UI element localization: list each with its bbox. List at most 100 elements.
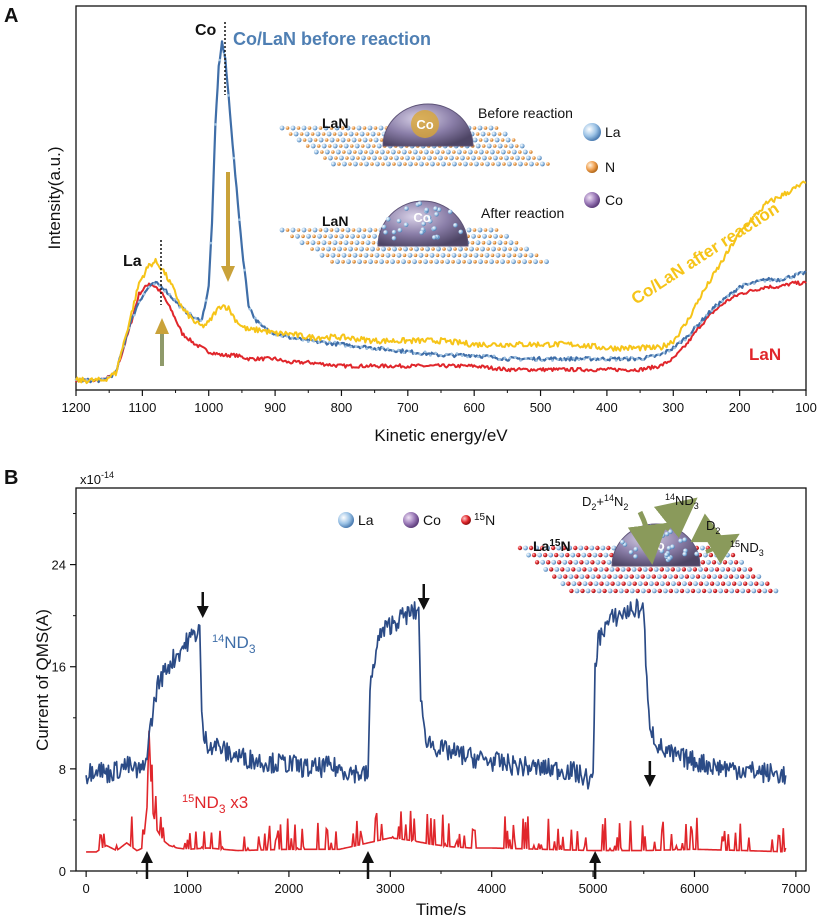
slab-atom — [670, 567, 675, 572]
plot-a-before-point — [460, 354, 464, 357]
slab-atom — [489, 259, 494, 265]
lan-label-bottom: LaN — [322, 213, 348, 229]
slab-atom — [447, 162, 451, 166]
slab-atom — [341, 259, 345, 264]
slab-atom — [491, 246, 496, 252]
slab-atom — [560, 581, 566, 587]
slab-atom — [431, 247, 435, 251]
slab-atom — [643, 581, 648, 586]
panel-b-label: B — [4, 467, 18, 489]
slab-atom — [373, 137, 379, 143]
slab-atom — [472, 126, 477, 130]
slab-atom — [423, 149, 429, 155]
slab-atom — [365, 143, 371, 149]
plot-a-before-point — [737, 287, 740, 290]
plot-a-before-point — [322, 340, 326, 344]
slab-atom — [682, 581, 687, 587]
plot-b-xtick-label: 6000 — [680, 881, 709, 896]
slab-atom — [329, 137, 335, 143]
plot-b-multiplier-exp: -14 — [101, 470, 114, 480]
slab-atom — [434, 259, 439, 265]
slab-atom — [420, 247, 424, 251]
slab-atom — [601, 574, 607, 579]
slab-atom — [412, 259, 417, 265]
slab-atom — [537, 155, 542, 161]
reactant-label: D2+14N2 — [582, 493, 628, 512]
before-series-label: Co/LaN before reaction — [233, 29, 431, 49]
slab-atom — [615, 581, 621, 587]
slab-atom — [483, 126, 488, 130]
slab-atom — [596, 574, 601, 579]
slab-atom — [316, 240, 321, 245]
dome-atom — [381, 224, 387, 230]
slab-atom — [663, 588, 668, 594]
plot-a-before-point — [328, 340, 331, 344]
down-arrow-head — [196, 606, 209, 618]
slab-atom — [323, 227, 329, 233]
slab-atom — [471, 233, 476, 239]
slab-atom — [480, 246, 485, 252]
slab-atom — [582, 567, 587, 572]
plot-a-before-point — [784, 276, 788, 279]
slab-atom — [483, 228, 488, 232]
after-series-label: Co/LaN after reaction — [628, 199, 783, 309]
slab-atom — [369, 253, 374, 258]
slab-atom — [634, 574, 640, 579]
reactant-n-pre: 14 — [604, 493, 614, 503]
slab-atom — [684, 574, 690, 579]
plot-a-before-point — [567, 356, 570, 359]
slab-atom — [379, 149, 385, 155]
slab-atom — [481, 240, 486, 245]
slab-atom — [522, 259, 527, 265]
plot-a-before-point — [487, 354, 491, 358]
slab-atom — [373, 228, 378, 232]
slab-atom — [596, 588, 602, 594]
slab-atom — [574, 574, 579, 579]
plot-a-before-point — [530, 356, 533, 360]
slab-atom — [734, 574, 740, 579]
slab-atom — [503, 144, 508, 148]
plot-a-before-point — [307, 340, 310, 344]
slab-atom — [332, 132, 337, 136]
dome-atom — [417, 201, 423, 206]
legend-co-label: Co — [605, 192, 623, 208]
slab-atom — [582, 581, 588, 587]
slab-atom — [424, 253, 429, 258]
slab-atom — [524, 246, 529, 252]
dome-atom — [427, 219, 433, 224]
slab-atom — [590, 560, 595, 565]
slab-atom — [521, 156, 525, 160]
dome-atom — [628, 550, 634, 555]
plot-a-before-point — [758, 279, 761, 282]
slab-atom — [615, 567, 620, 572]
slab-atom — [508, 240, 514, 246]
plot-a-xtick-label: 200 — [729, 400, 751, 415]
plot-a-before-point — [407, 349, 411, 353]
slab-atom — [374, 259, 378, 264]
plot-a-before-point — [354, 345, 358, 348]
slab-atom — [757, 588, 762, 594]
plot-a-before-point — [630, 356, 634, 359]
slab-atom — [548, 552, 554, 558]
plot-a-before-point — [747, 282, 751, 286]
dome-atom — [664, 552, 669, 558]
plot-b-frame — [75, 487, 807, 872]
plot-b-xtick-label: 7000 — [781, 881, 810, 896]
slab-atom — [321, 240, 327, 246]
slab-atom — [296, 137, 302, 143]
slab-atom — [341, 252, 347, 258]
slab-atom — [730, 552, 736, 558]
slab-atom — [618, 574, 623, 579]
slab-atom — [340, 228, 345, 232]
co-label-top: Co — [416, 117, 433, 132]
plot-a-before-point — [238, 218, 241, 221]
legend-b-n-main: N — [485, 512, 495, 528]
slab-atom — [698, 567, 703, 572]
legend-la-label: La — [605, 124, 621, 140]
slab-atom — [408, 150, 412, 154]
slab-atom — [376, 132, 381, 136]
slab-atom — [313, 149, 319, 155]
slab-atom — [511, 138, 516, 142]
dome-atom — [433, 206, 438, 211]
